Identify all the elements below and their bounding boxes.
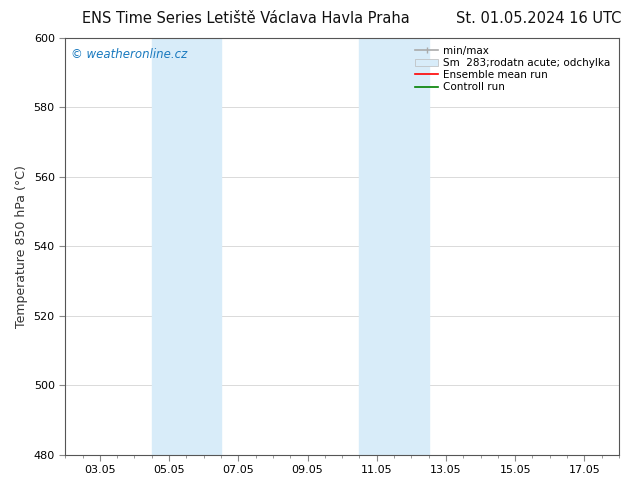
Text: © weatheronline.cz: © weatheronline.cz [71,48,187,61]
Legend: min/max, Sm  283;rodatn acute; odchylka, Ensemble mean run, Controll run: min/max, Sm 283;rodatn acute; odchylka, … [412,43,614,96]
Text: St. 01.05.2024 16 UTC: St. 01.05.2024 16 UTC [456,11,621,26]
Bar [152,38,221,455]
Text: ENS Time Series Letiště Václava Havla Praha: ENS Time Series Letiště Václava Havla Pr… [82,11,410,26]
Bar [359,38,429,455]
Y-axis label: Temperature 850 hPa (°C): Temperature 850 hPa (°C) [15,165,28,327]
